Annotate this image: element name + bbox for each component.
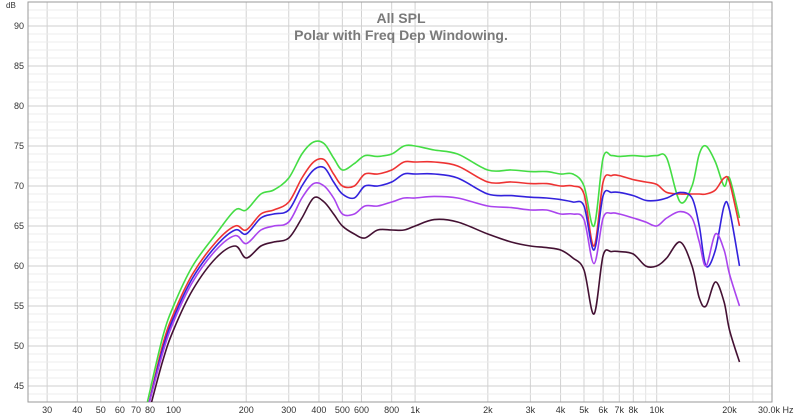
y-tick-label: 70 bbox=[14, 181, 24, 191]
chart-subtitle: Polar with Freq Dep Windowing. bbox=[294, 27, 508, 43]
y-tick-label: 85 bbox=[14, 61, 24, 71]
x-axis: 30 40 50 60 70 80 100 200 300 400 500 600 800 1k 2k 3k 4… bbox=[42, 405, 794, 415]
chart-title: All SPL bbox=[376, 10, 425, 26]
series-line-1 bbox=[146, 140, 741, 402]
x-tick-label: 50 bbox=[96, 405, 106, 415]
x-tick-label: 20k bbox=[722, 405, 737, 415]
x-tick-label: 5k bbox=[579, 405, 589, 415]
x-tick-label: 40 bbox=[72, 405, 82, 415]
grid bbox=[28, 2, 773, 402]
y-tick-label: 50 bbox=[14, 341, 24, 351]
x-tick-label: 4k bbox=[556, 405, 566, 415]
x-tick-label: 200 bbox=[239, 405, 254, 415]
x-tick-label: 100 bbox=[166, 405, 181, 415]
y-tick-label: 65 bbox=[14, 221, 24, 231]
x-tick-label: 1k bbox=[410, 405, 420, 415]
series-line-3 bbox=[148, 165, 741, 402]
x-tick-label: 800 bbox=[384, 405, 399, 415]
plot-frame bbox=[27, 1, 773, 403]
x-tick-label: 3k bbox=[526, 405, 536, 415]
x-tick-label: 10k bbox=[649, 405, 664, 415]
series-layer bbox=[146, 140, 741, 402]
y-tick-label: 45 bbox=[14, 381, 24, 391]
x-tick-label: 80 bbox=[145, 405, 155, 415]
x-tick-label: 8k bbox=[629, 405, 639, 415]
series-line-2 bbox=[148, 157, 741, 402]
y-axis-unit: dB bbox=[6, 1, 16, 10]
x-tick-label: 30.0k Hz bbox=[758, 405, 794, 415]
y-axis: 45 50 55 60 65 70 75 80 85 90 bbox=[14, 21, 24, 391]
x-tick-label: 300 bbox=[281, 405, 296, 415]
x-tick-label: 500 bbox=[335, 405, 350, 415]
series-line-5 bbox=[150, 196, 741, 402]
y-tick-label: 90 bbox=[14, 21, 24, 31]
y-tick-label: 60 bbox=[14, 261, 24, 271]
y-tick-label: 80 bbox=[14, 101, 24, 111]
x-tick-label: 70 bbox=[131, 405, 141, 415]
x-tick-label: 60 bbox=[115, 405, 125, 415]
x-tick-label: 2k bbox=[483, 405, 493, 415]
x-tick-label: 600 bbox=[354, 405, 369, 415]
y-tick-label: 75 bbox=[14, 141, 24, 151]
x-tick-label: 7k bbox=[615, 405, 625, 415]
x-tick-label: 400 bbox=[311, 405, 326, 415]
y-tick-label: 55 bbox=[14, 301, 24, 311]
x-tick-label: 6k bbox=[598, 405, 608, 415]
series-line-4 bbox=[148, 181, 741, 402]
x-tick-label: 30 bbox=[42, 405, 52, 415]
